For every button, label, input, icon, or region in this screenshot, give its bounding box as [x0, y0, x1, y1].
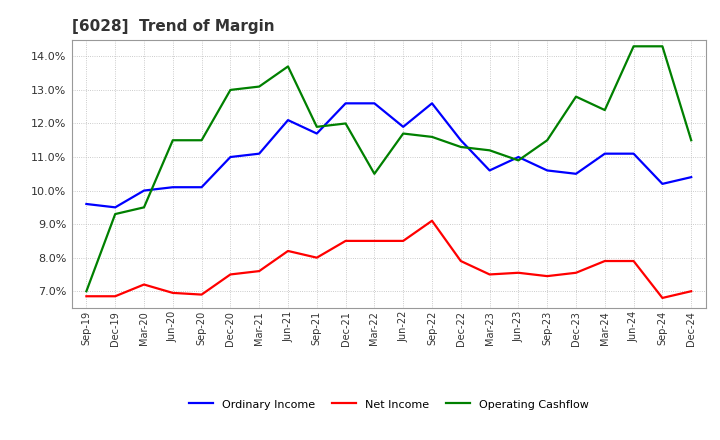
Net Income [514, 270, 523, 275]
Operating Cashflow [111, 211, 120, 216]
Net Income [168, 290, 177, 296]
Ordinary Income [197, 185, 206, 190]
Ordinary Income [658, 181, 667, 187]
Ordinary Income [456, 138, 465, 143]
Ordinary Income [111, 205, 120, 210]
Net Income [399, 238, 408, 243]
Operating Cashflow [514, 158, 523, 163]
Operating Cashflow [168, 138, 177, 143]
Ordinary Income [168, 185, 177, 190]
Operating Cashflow [341, 121, 350, 126]
Legend: Ordinary Income, Net Income, Operating Cashflow: Ordinary Income, Net Income, Operating C… [189, 400, 589, 410]
Net Income [543, 274, 552, 279]
Ordinary Income [284, 117, 292, 123]
Operating Cashflow [600, 107, 609, 113]
Net Income [197, 292, 206, 297]
Ordinary Income [687, 175, 696, 180]
Net Income [456, 258, 465, 264]
Operating Cashflow [399, 131, 408, 136]
Operating Cashflow [572, 94, 580, 99]
Net Income [284, 248, 292, 253]
Ordinary Income [255, 151, 264, 156]
Net Income [226, 272, 235, 277]
Net Income [111, 293, 120, 299]
Net Income [370, 238, 379, 243]
Operating Cashflow [255, 84, 264, 89]
Ordinary Income [82, 202, 91, 207]
Ordinary Income [572, 171, 580, 176]
Ordinary Income [514, 154, 523, 160]
Line: Operating Cashflow: Operating Cashflow [86, 46, 691, 291]
Ordinary Income [140, 188, 148, 193]
Net Income [312, 255, 321, 260]
Operating Cashflow [428, 134, 436, 139]
Net Income [255, 268, 264, 274]
Operating Cashflow [543, 138, 552, 143]
Ordinary Income [341, 101, 350, 106]
Operating Cashflow [284, 64, 292, 69]
Ordinary Income [226, 154, 235, 160]
Line: Net Income: Net Income [86, 221, 691, 298]
Operating Cashflow [197, 138, 206, 143]
Operating Cashflow [140, 205, 148, 210]
Net Income [341, 238, 350, 243]
Ordinary Income [629, 151, 638, 156]
Operating Cashflow [485, 148, 494, 153]
Operating Cashflow [456, 144, 465, 150]
Operating Cashflow [226, 87, 235, 92]
Operating Cashflow [370, 171, 379, 176]
Operating Cashflow [687, 138, 696, 143]
Text: [6028]  Trend of Margin: [6028] Trend of Margin [72, 19, 274, 34]
Ordinary Income [543, 168, 552, 173]
Net Income [600, 258, 609, 264]
Net Income [687, 289, 696, 294]
Ordinary Income [600, 151, 609, 156]
Ordinary Income [312, 131, 321, 136]
Operating Cashflow [312, 124, 321, 129]
Line: Ordinary Income: Ordinary Income [86, 103, 691, 207]
Net Income [82, 293, 91, 299]
Net Income [428, 218, 436, 224]
Ordinary Income [399, 124, 408, 129]
Operating Cashflow [658, 44, 667, 49]
Ordinary Income [428, 101, 436, 106]
Net Income [572, 270, 580, 275]
Net Income [140, 282, 148, 287]
Ordinary Income [370, 101, 379, 106]
Ordinary Income [485, 168, 494, 173]
Net Income [658, 295, 667, 301]
Net Income [485, 272, 494, 277]
Operating Cashflow [629, 44, 638, 49]
Operating Cashflow [82, 289, 91, 294]
Net Income [629, 258, 638, 264]
